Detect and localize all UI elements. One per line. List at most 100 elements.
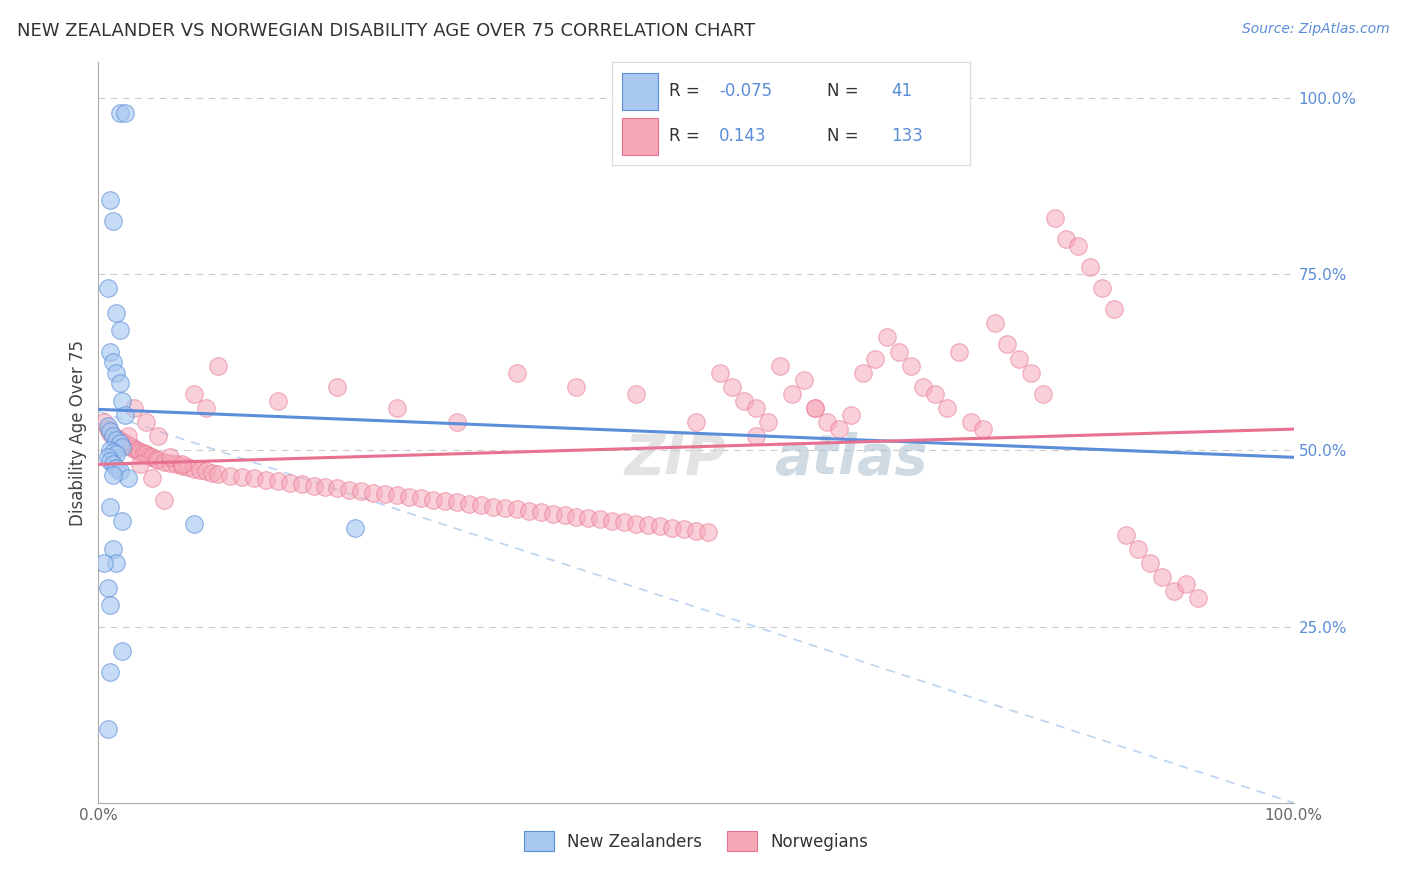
Point: [344, 521, 367, 535]
Point: [745, 401, 768, 415]
Point: [231, 470, 253, 484]
Point: [541, 507, 564, 521]
Point: [108, 436, 131, 450]
Point: [648, 519, 672, 533]
Point: [129, 458, 152, 472]
Point: [121, 440, 143, 454]
Point: [117, 471, 139, 485]
Point: [554, 508, 576, 522]
Point: [105, 306, 128, 320]
Point: [446, 415, 468, 429]
Point: [105, 461, 128, 475]
Point: [911, 380, 934, 394]
Point: [97, 418, 120, 433]
Point: [721, 380, 744, 394]
Point: [97, 581, 120, 595]
Point: [1032, 387, 1054, 401]
Point: [565, 380, 588, 394]
Point: [1008, 351, 1031, 366]
Point: [1019, 366, 1042, 380]
Point: [114, 408, 136, 422]
Point: [114, 106, 136, 120]
Point: [111, 440, 134, 454]
Point: [105, 366, 128, 380]
Point: [111, 644, 134, 658]
Point: [97, 450, 120, 465]
Point: [828, 422, 851, 436]
Point: [1115, 528, 1137, 542]
Point: [422, 492, 444, 507]
Point: [135, 415, 157, 429]
Point: [589, 512, 612, 526]
Point: [98, 425, 122, 440]
Point: [117, 429, 139, 443]
Point: [900, 359, 922, 373]
Point: [254, 473, 277, 487]
Point: [97, 722, 120, 736]
Point: [1091, 281, 1114, 295]
Point: [530, 505, 553, 519]
Point: [153, 492, 176, 507]
Point: [315, 480, 337, 494]
Point: [117, 437, 139, 451]
Point: [637, 518, 659, 533]
Point: [195, 401, 218, 415]
Point: [326, 481, 349, 495]
Point: [98, 424, 122, 438]
Point: [183, 461, 205, 475]
Point: [815, 415, 838, 429]
Point: [101, 458, 124, 472]
Point: [804, 401, 827, 415]
Point: [267, 475, 290, 489]
Point: [470, 498, 492, 512]
Point: [626, 387, 648, 401]
Point: [124, 442, 146, 456]
Point: [889, 344, 911, 359]
Point: [125, 443, 148, 458]
Point: [98, 500, 122, 514]
Point: [506, 502, 529, 516]
Point: [141, 450, 163, 465]
Point: [924, 387, 946, 401]
Point: [188, 463, 211, 477]
Text: R =: R =: [669, 82, 700, 100]
Point: [385, 488, 409, 502]
Point: [97, 422, 120, 436]
Point: [207, 359, 229, 373]
Point: [302, 478, 325, 492]
Point: [105, 431, 128, 445]
Point: [108, 323, 131, 337]
Point: [183, 517, 205, 532]
Point: [673, 522, 696, 536]
Point: [111, 514, 134, 528]
Point: [177, 460, 200, 475]
Point: [243, 471, 266, 485]
Point: [108, 464, 131, 478]
Point: [101, 429, 124, 443]
Point: [841, 408, 863, 422]
Point: [141, 471, 163, 485]
Point: [984, 316, 1007, 330]
Text: N =: N =: [827, 128, 858, 145]
Point: [98, 665, 122, 680]
Point: [709, 366, 731, 380]
Point: [278, 475, 301, 490]
Point: [101, 429, 124, 443]
Point: [1128, 541, 1150, 556]
Point: [219, 468, 242, 483]
Point: [458, 497, 481, 511]
Point: [661, 521, 683, 535]
Point: [98, 193, 122, 207]
Point: [339, 483, 361, 497]
Point: [101, 467, 124, 482]
Point: [1187, 591, 1209, 606]
Point: [363, 485, 385, 500]
Point: [148, 429, 170, 443]
Point: [626, 516, 648, 531]
Point: [1163, 584, 1185, 599]
Point: [97, 281, 120, 295]
Point: [108, 433, 131, 447]
Point: [165, 458, 187, 472]
Text: -0.075: -0.075: [720, 82, 772, 100]
Point: [948, 344, 970, 359]
